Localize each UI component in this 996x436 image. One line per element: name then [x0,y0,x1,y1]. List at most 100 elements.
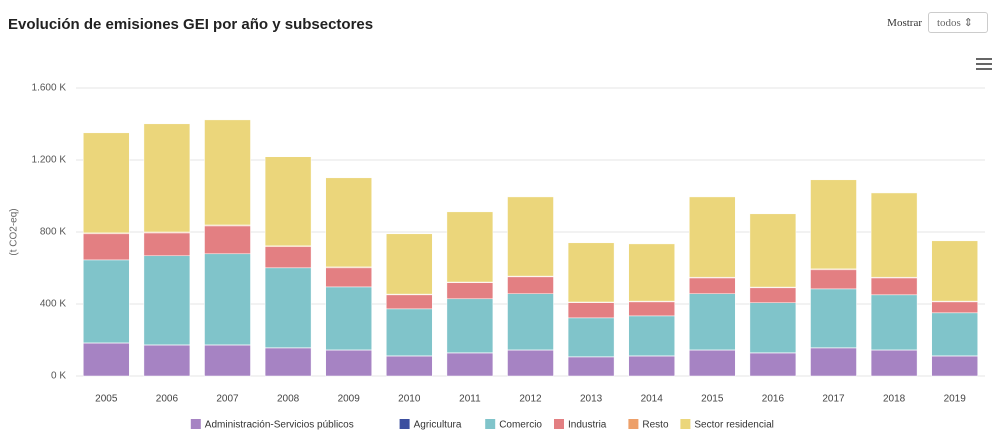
x-tick-label: 2005 [95,394,118,405]
bar-segment [325,286,372,351]
x-tick-label: 2016 [762,394,785,405]
bar-segment [446,352,494,377]
bar-segment [749,352,797,377]
bar-segment [628,315,675,357]
legend-label: Resto [642,420,669,431]
control-label: Mostrar [887,16,922,29]
bar-segment [628,243,675,302]
bar-segment [204,119,251,226]
select[interactable]: todos ⇕ [928,12,988,33]
bar-segment [446,298,494,354]
x-tick-label: 2011 [459,394,481,405]
bar-segment [689,293,736,351]
bar-segment [870,294,918,351]
controls: Mostrar todos ⇕ [887,12,988,33]
bar-segment [870,349,918,377]
bar-segment [628,355,675,377]
bar-segment [567,242,615,303]
legend-label: Sector residencial [694,420,773,431]
bar-segment [83,342,130,377]
legend-swatch [399,419,410,429]
x-tick-label: 2018 [883,394,906,405]
bar-segment [810,179,857,270]
bar-segment [386,294,433,310]
legend-swatch [680,419,691,429]
y-tick-label: 1.600 K [32,83,67,94]
legend-swatch [485,419,496,429]
y-tick-label: 0 K [51,371,66,382]
x-tick-label: 2010 [398,394,421,405]
bar-segment [83,259,130,344]
y-tick-label: 400 K [40,299,66,310]
bar-segment [325,177,372,268]
bar-segment [931,312,978,357]
bar-segment [446,211,494,283]
bar-segment [931,355,978,377]
legend-swatch [554,419,564,429]
bar-segment [749,213,797,288]
x-tick-label: 2019 [944,394,967,405]
bar-segment [143,123,191,233]
bar-segment [567,302,615,319]
bar-segment [689,349,736,377]
bar-segment [507,293,554,351]
bar-segment [204,225,251,255]
bar-segment [83,233,130,261]
legend-label: Comercio [499,420,542,431]
x-tick-label: 2012 [519,394,542,405]
bar-segment [325,267,372,288]
legend-swatch [190,419,201,429]
bar-segment [83,132,130,234]
y-tick-label: 1.200 K [32,155,67,166]
bar-segment [628,301,675,317]
bar-segment [810,347,857,377]
x-tick-label: 2014 [641,394,664,405]
select-value: todos [937,17,961,29]
bar-segment [689,277,736,294]
bar-segment [931,301,978,314]
bar-segment [143,255,191,346]
bar-segment [870,277,918,296]
chart-title: Evolución de emisiones GEI por año y sub… [8,16,373,33]
legend-label: Administración-Servicios públicos [205,420,354,431]
bar-segment [567,356,615,377]
bar-segment [143,344,191,377]
bar-segment [810,288,857,348]
bar-segment [386,308,433,357]
bar-segment [870,192,918,278]
bar-segment [749,302,797,354]
y-tick-label: 800 K [40,227,66,238]
bar-segment [689,196,736,278]
bar-segment [507,276,554,294]
x-tick-label: 2007 [216,394,239,405]
menu-icon[interactable] [976,58,992,70]
bar-segment [567,317,615,357]
bar-segment [143,232,191,257]
bar-segment [931,240,978,302]
bar-segment [264,267,312,348]
x-tick-label: 2015 [701,394,724,405]
x-tick-label: 2006 [156,394,179,405]
bar-segment [507,196,554,277]
legend-label: Industria [568,420,607,431]
bar-segment [446,282,494,300]
bar-segment [264,347,312,377]
bar-segment [325,349,372,377]
bar-segment [264,156,312,247]
bar-segment [386,355,433,377]
x-tick-label: 2013 [580,394,603,405]
bar-segment [386,233,433,295]
x-tick-label: 2009 [338,394,361,405]
bar-segment [204,253,251,346]
legend-swatch [628,419,639,429]
bar-segment [264,246,312,269]
y-axis-title: (t CO2-eq) [9,208,20,255]
bar-segment [204,344,251,377]
x-tick-label: 2017 [822,394,845,405]
x-tick-label: 2008 [277,394,300,405]
bar-segment [507,349,554,377]
bar-segment [810,269,857,290]
